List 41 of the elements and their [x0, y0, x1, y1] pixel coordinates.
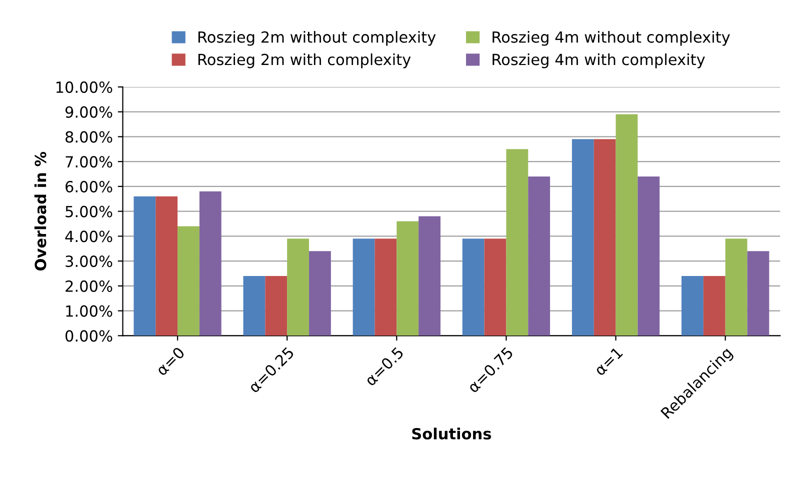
legend-label: Roszieg 4m with complexity [492, 53, 705, 68]
bar [594, 139, 616, 336]
y-tick-label: 4.00% [65, 230, 112, 242]
bar [243, 276, 266, 336]
y-tick-label: 7.00% [66, 156, 112, 168]
bar [396, 221, 419, 336]
bar [616, 114, 638, 336]
legend-label: Roszieg 4m without complexity [492, 31, 730, 46]
y-tick-label: 3.00% [66, 256, 112, 268]
bar [134, 196, 156, 336]
legend-label: Roszieg 2m with complexity [198, 53, 411, 68]
bar [725, 238, 748, 336]
y-axis-title: Overload in % [34, 152, 46, 270]
y-tick-label: 0.00% [66, 330, 112, 342]
bar [309, 251, 331, 336]
bar [528, 176, 550, 336]
bar [462, 238, 484, 336]
x-axis-title: Solutions [412, 428, 492, 440]
y-tick-label: 5.00% [66, 206, 112, 218]
y-tick-label: 2.00% [66, 280, 112, 292]
bar [682, 276, 704, 336]
bar [265, 276, 288, 336]
bar [484, 238, 506, 336]
bar [178, 226, 200, 336]
bar [703, 276, 726, 336]
bar [506, 149, 528, 336]
y-tick-label: 1.00% [66, 305, 112, 317]
legend-label: Roszieg 2m without complexity [198, 31, 436, 46]
bar [156, 196, 178, 336]
bar [199, 191, 222, 336]
bar [352, 238, 375, 336]
y-tick-label: 9.00% [65, 106, 112, 118]
bar [418, 216, 440, 336]
bar [638, 176, 660, 336]
bar [572, 139, 594, 336]
bar [747, 251, 770, 336]
y-tick-label: 8.00% [66, 131, 112, 143]
y-tick-label: 6.00% [66, 180, 112, 192]
bar [374, 238, 397, 336]
y-tick-label: 10.00% [56, 81, 112, 93]
bar [287, 238, 310, 336]
